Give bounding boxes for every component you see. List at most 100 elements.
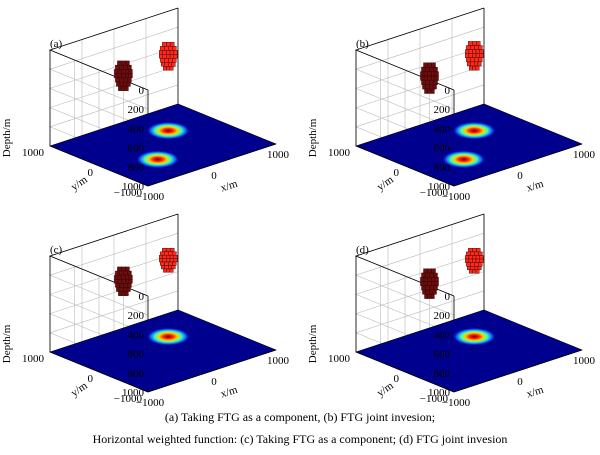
- voxel-body: [114, 266, 133, 296]
- voxel-cell: [433, 272, 438, 278]
- voxel-cell: [425, 80, 430, 85]
- surface-plane: [355, 309, 583, 393]
- voxel-cell: [166, 268, 171, 273]
- voxel-cell: [478, 57, 483, 63]
- voxel-cell: [425, 66, 430, 72]
- voxel-cell: [121, 73, 126, 79]
- voxel-cell: [119, 287, 124, 292]
- z-tick-label: 800: [128, 162, 145, 174]
- voxel-cell: [468, 255, 473, 260]
- voxel-cell: [162, 42, 167, 47]
- y-axis-line: [355, 145, 455, 187]
- voxel-cell: [172, 58, 177, 63]
- z-tick-label: 200: [128, 104, 145, 116]
- voxel-cell: [468, 41, 473, 46]
- voxel-cell: [429, 272, 434, 278]
- voxel-cell: [472, 248, 477, 253]
- voxel-cell: [429, 80, 434, 85]
- x-axis-label: x/m: [525, 384, 545, 401]
- voxel-cell: [118, 291, 122, 296]
- voxel-cell: [171, 62, 176, 67]
- voxel-cell: [474, 266, 478, 271]
- voxel-cell: [164, 251, 169, 256]
- voxel-cell: [420, 75, 425, 81]
- voxel-cell: [420, 71, 425, 77]
- voxel-cell: [427, 75, 432, 81]
- voxel-cell: [168, 46, 173, 51]
- voxel-cell: [427, 71, 432, 77]
- voxel-cell: [117, 69, 122, 74]
- voxel-cell: [472, 53, 477, 59]
- voxel-cell: [125, 266, 130, 272]
- z-tick-label: 1000: [428, 387, 451, 399]
- voxel-cell: [162, 254, 167, 259]
- y-tick-label: 0: [88, 373, 94, 385]
- voxel-cell: [170, 248, 175, 252]
- voxel-cell: [121, 69, 126, 74]
- voxel-cell: [169, 50, 174, 55]
- voxel-cell: [128, 274, 133, 280]
- panel-label: (a): [50, 38, 63, 50]
- z-tick-label: 800: [434, 162, 451, 174]
- voxel-cell: [474, 57, 479, 63]
- voxel-cell: [469, 65, 473, 71]
- y-tick-label: 0: [394, 373, 400, 385]
- voxel-cell: [422, 289, 427, 295]
- voxel-cell: [114, 69, 119, 74]
- voxel-cell: [474, 251, 479, 256]
- z-tick-label: 0: [139, 85, 145, 97]
- z-tick-label: 600: [128, 349, 145, 361]
- surface-plane: [49, 103, 277, 187]
- voxel-cell: [431, 62, 436, 68]
- surface-anomaly: [452, 327, 497, 346]
- voxel-cell: [427, 268, 432, 274]
- voxel-cell: [121, 266, 126, 272]
- voxel-cell: [166, 54, 171, 59]
- voxel-cell: [478, 251, 483, 256]
- x-tick-label: −1000: [136, 397, 165, 409]
- voxel-cell: [124, 279, 129, 284]
- voxel-cell: [172, 251, 177, 256]
- voxel-cell: [123, 270, 128, 276]
- voxel-cell: [465, 49, 470, 54]
- surface-anomaly: [135, 150, 180, 169]
- voxel-cell: [169, 258, 174, 263]
- voxel-cell: [422, 84, 427, 90]
- voxel-cell: [425, 289, 430, 295]
- voxel-cell: [476, 41, 481, 46]
- y-tick-label: 0: [394, 167, 400, 179]
- z-tick-label: 400: [434, 329, 451, 341]
- voxel-cell: [119, 283, 124, 288]
- voxel-cell: [466, 262, 471, 267]
- voxel-cell: [423, 75, 428, 81]
- voxel-cell: [172, 46, 177, 51]
- voxel-cell: [431, 281, 436, 287]
- voxel-cell: [171, 265, 176, 270]
- voxel-cell: [168, 251, 173, 256]
- x-tick-label: 0: [211, 376, 217, 388]
- voxel-cell: [168, 265, 173, 270]
- voxel-cell: [475, 65, 480, 71]
- voxel-cell: [420, 281, 425, 287]
- voxel-cell: [121, 279, 126, 284]
- voxel-cell: [472, 269, 477, 274]
- voxel-cell: [127, 64, 132, 70]
- voxel-cell: [421, 272, 426, 278]
- voxel-cell: [431, 268, 436, 274]
- voxel-cell: [433, 285, 438, 291]
- figure-caption-line-2: Horizontal weighted function: (c) Taking…: [92, 432, 508, 446]
- surface-anomaly: [146, 121, 191, 140]
- voxel-cell: [162, 54, 167, 59]
- voxel-cell: [470, 266, 475, 271]
- voxel-cell: [423, 281, 428, 287]
- voxel-cell: [477, 266, 482, 271]
- y-axis-line: [49, 351, 149, 393]
- voxel-cell: [427, 281, 432, 287]
- voxel-cell: [166, 50, 171, 55]
- x-axis-label: x/m: [219, 384, 239, 401]
- z-tick-label: 600: [434, 143, 451, 155]
- x-tick-label: −1000: [136, 191, 165, 203]
- voxel-cell: [117, 60, 122, 66]
- voxel-cell: [119, 77, 124, 83]
